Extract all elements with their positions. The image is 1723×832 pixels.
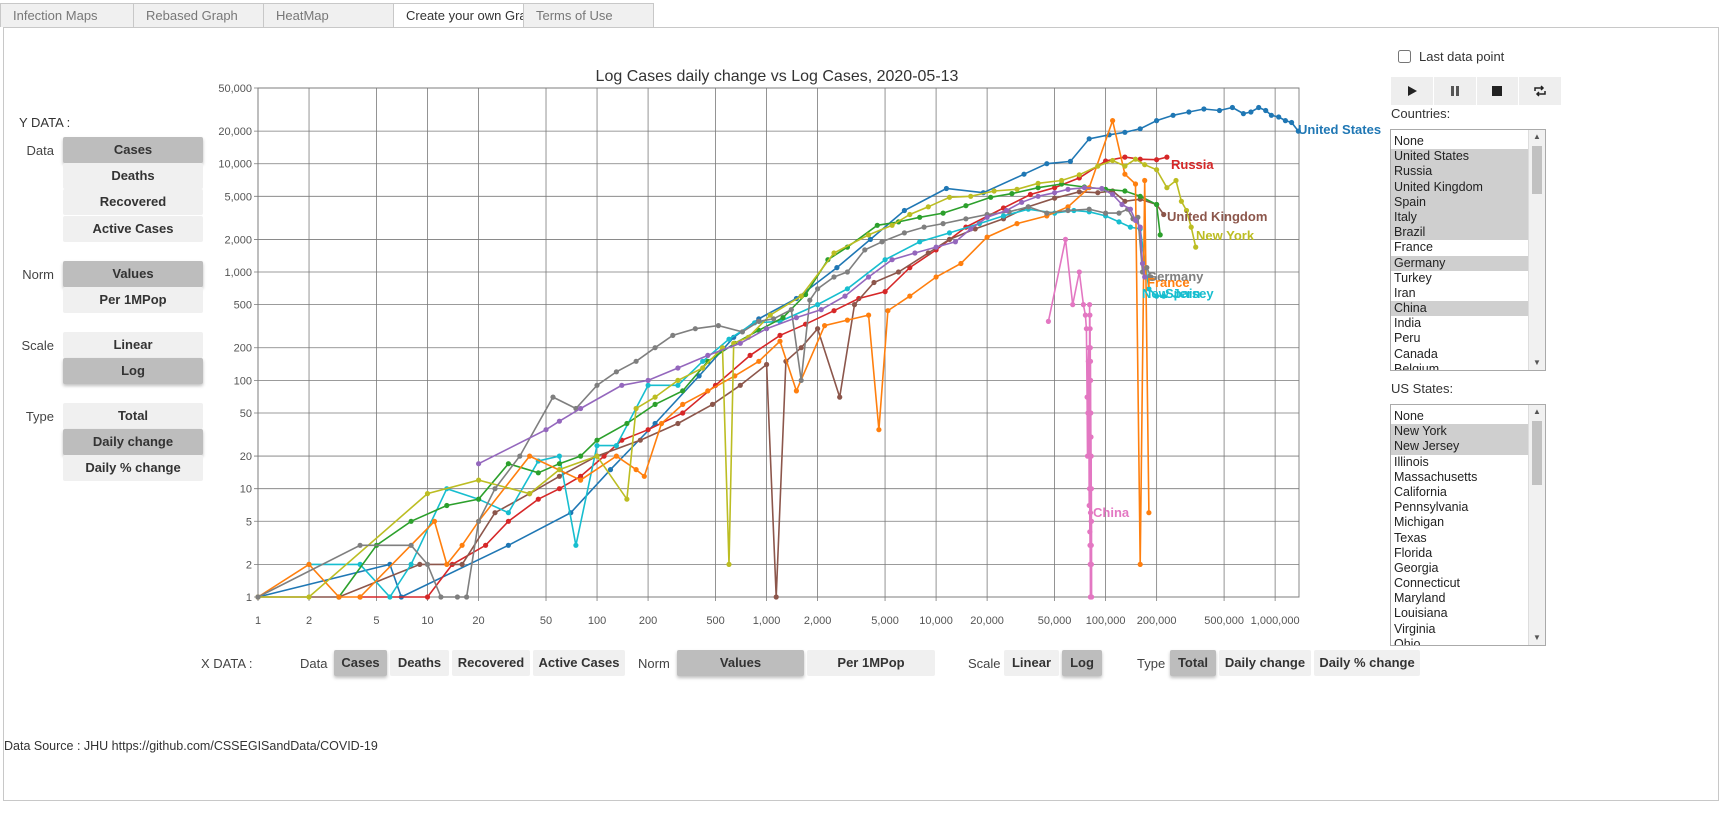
countries-title: Countries: (1391, 106, 1451, 121)
list-item[interactable]: New York (1391, 424, 1529, 440)
pause-icon (1450, 86, 1459, 96)
x-scale-row-label: Scale (968, 656, 1001, 671)
list-item[interactable]: United Kingdom (1391, 179, 1529, 195)
list-item[interactable]: France (1394, 240, 1433, 255)
play-button[interactable] (1391, 77, 1433, 105)
list-item[interactable]: California (1394, 484, 1447, 499)
tab-terms-of-use[interactable]: Terms of Use (523, 3, 654, 27)
x-type-daily-pct-change-button[interactable]: Daily % change (1314, 650, 1420, 676)
y-scale-linear-button[interactable]: Linear (63, 332, 203, 358)
list-item[interactable]: None (1394, 134, 1424, 148)
list-item[interactable]: Turkey (1394, 270, 1432, 285)
y-norm-values-button[interactable]: Values (63, 261, 203, 287)
list-item[interactable]: None (1394, 409, 1424, 423)
y-data-cases-button[interactable]: Cases (63, 137, 203, 163)
list-item[interactable]: India (1394, 316, 1422, 331)
list-item[interactable]: Virginia (1394, 621, 1436, 636)
x-norm-values-button[interactable]: Values (677, 650, 804, 676)
tab-label: Create your own Gra| (406, 8, 524, 23)
countries-scrollbar[interactable]: ▲ ▼ (1528, 130, 1545, 370)
x-type-daily-change-button[interactable]: Daily change (1219, 650, 1311, 676)
play-icon (1407, 86, 1417, 96)
tab-heatmap[interactable]: HeatMap (263, 3, 394, 27)
x-scale-linear-button[interactable]: Linear (1004, 650, 1059, 676)
list-item[interactable]: Germany (1391, 255, 1529, 271)
list-item[interactable]: Canada (1394, 346, 1438, 361)
us-states-listbox[interactable]: None New York New Jersey Illinois Massachuse… (1390, 404, 1546, 646)
x-norm-per-1mpop-button[interactable]: Per 1MPop (807, 650, 935, 676)
list-item[interactable]: Peru (1394, 331, 1421, 346)
stop-icon (1492, 86, 1503, 96)
list-item[interactable]: Ohio (1394, 636, 1421, 646)
list-item[interactable]: Maryland (1394, 591, 1446, 606)
y-data-row-label: Data (26, 143, 54, 158)
list-item[interactable]: United States (1391, 149, 1529, 165)
y-data-title: Y DATA : (19, 115, 71, 130)
countries-listbox[interactable]: None United States Russia United Kingdom Spa… (1390, 129, 1546, 371)
list-item[interactable]: Texas (1394, 530, 1427, 545)
list-item[interactable]: Spain (1391, 194, 1529, 210)
y-scale-row-label: Scale (21, 338, 54, 353)
pause-button[interactable] (1433, 77, 1476, 105)
y-type-daily-change-button[interactable]: Daily change (63, 429, 203, 455)
scrollbar-thumb[interactable] (1532, 146, 1542, 194)
tab-label: Rebased Graph (146, 8, 238, 23)
x-scale-log-button[interactable]: Log (1062, 650, 1102, 676)
y-scale-log-button[interactable]: Log (63, 358, 203, 384)
list-item[interactable]: Louisiana (1394, 606, 1448, 621)
tab-label: Terms of Use (536, 8, 613, 23)
x-data-cases-button[interactable]: Cases (334, 650, 387, 676)
x-data-active-cases-button[interactable]: Active Cases (533, 650, 625, 676)
y-type-daily-pct-change-button[interactable]: Daily % change (63, 455, 203, 481)
x-norm-row-label: Norm (638, 656, 670, 671)
scroll-down-icon[interactable]: ▼ (1533, 358, 1541, 367)
tab-rebased-graph[interactable]: Rebased Graph (133, 3, 264, 27)
list-item[interactable]: New Jersey (1391, 439, 1529, 455)
list-item[interactable]: China (1391, 301, 1529, 317)
loop-button[interactable] (1519, 77, 1561, 105)
list-item[interactable]: Russia (1391, 164, 1529, 180)
y-type-row-label: Type (25, 409, 54, 424)
list-item[interactable]: Michigan (1394, 515, 1445, 530)
x-type-row-label: Type (1137, 656, 1166, 671)
y-norm-row-label: Norm (22, 267, 54, 282)
loop-icon (1534, 85, 1546, 97)
list-item[interactable]: Illinois (1394, 454, 1429, 469)
list-item[interactable]: Belgium (1394, 361, 1440, 371)
list-item[interactable]: Georgia (1394, 560, 1439, 575)
us-states-title: US States: (1391, 381, 1454, 396)
scrollbar-thumb[interactable] (1532, 421, 1542, 485)
y-data-deaths-button[interactable]: Deaths (63, 163, 203, 189)
list-item[interactable]: Florida (1394, 545, 1433, 560)
list-item[interactable]: Iran (1394, 285, 1416, 300)
list-item[interactable]: Italy (1391, 209, 1529, 226)
scroll-down-icon[interactable]: ▼ (1533, 633, 1541, 642)
data-source-footer: Data Source : JHU https://github.com/CSS… (4, 739, 378, 753)
scroll-up-icon[interactable]: ▲ (1533, 407, 1541, 416)
list-item[interactable]: Massachusetts (1394, 469, 1478, 484)
last-data-point-label: Last data point (1419, 49, 1505, 64)
x-type-total-button[interactable]: Total (1170, 650, 1216, 676)
us-states-scrollbar[interactable]: ▲ ▼ (1528, 405, 1545, 645)
y-data-recovered-button[interactable]: Recovered (63, 189, 203, 215)
stop-button[interactable] (1476, 77, 1519, 105)
list-item[interactable]: Brazil (1391, 225, 1529, 241)
x-data-deaths-button[interactable]: Deaths (390, 650, 449, 676)
tab-label: Infection Maps (13, 8, 98, 23)
y-norm-per-1mpop-button[interactable]: Per 1MPop (63, 287, 203, 313)
y-data-active-cases-button[interactable]: Active Cases (63, 216, 203, 242)
last-data-point-toggle[interactable]: Last data point (1398, 49, 1504, 64)
playback-controls (1391, 77, 1562, 105)
last-data-point-checkbox[interactable] (1398, 50, 1411, 63)
x-data-title: X DATA : (201, 656, 253, 671)
scroll-up-icon[interactable]: ▲ (1533, 132, 1541, 141)
list-item[interactable]: Connecticut (1394, 576, 1461, 591)
tab-create-your-own-graph[interactable]: Create your own Gra| (393, 3, 524, 28)
y-type-total-button[interactable]: Total (63, 403, 203, 429)
x-data-row-label: Data (300, 656, 328, 671)
x-data-recovered-button[interactable]: Recovered (452, 650, 530, 676)
tab-infection-maps[interactable]: Infection Maps (0, 3, 134, 27)
list-item[interactable]: Pennsylvania (1394, 500, 1469, 515)
tab-label: HeatMap (276, 8, 329, 23)
